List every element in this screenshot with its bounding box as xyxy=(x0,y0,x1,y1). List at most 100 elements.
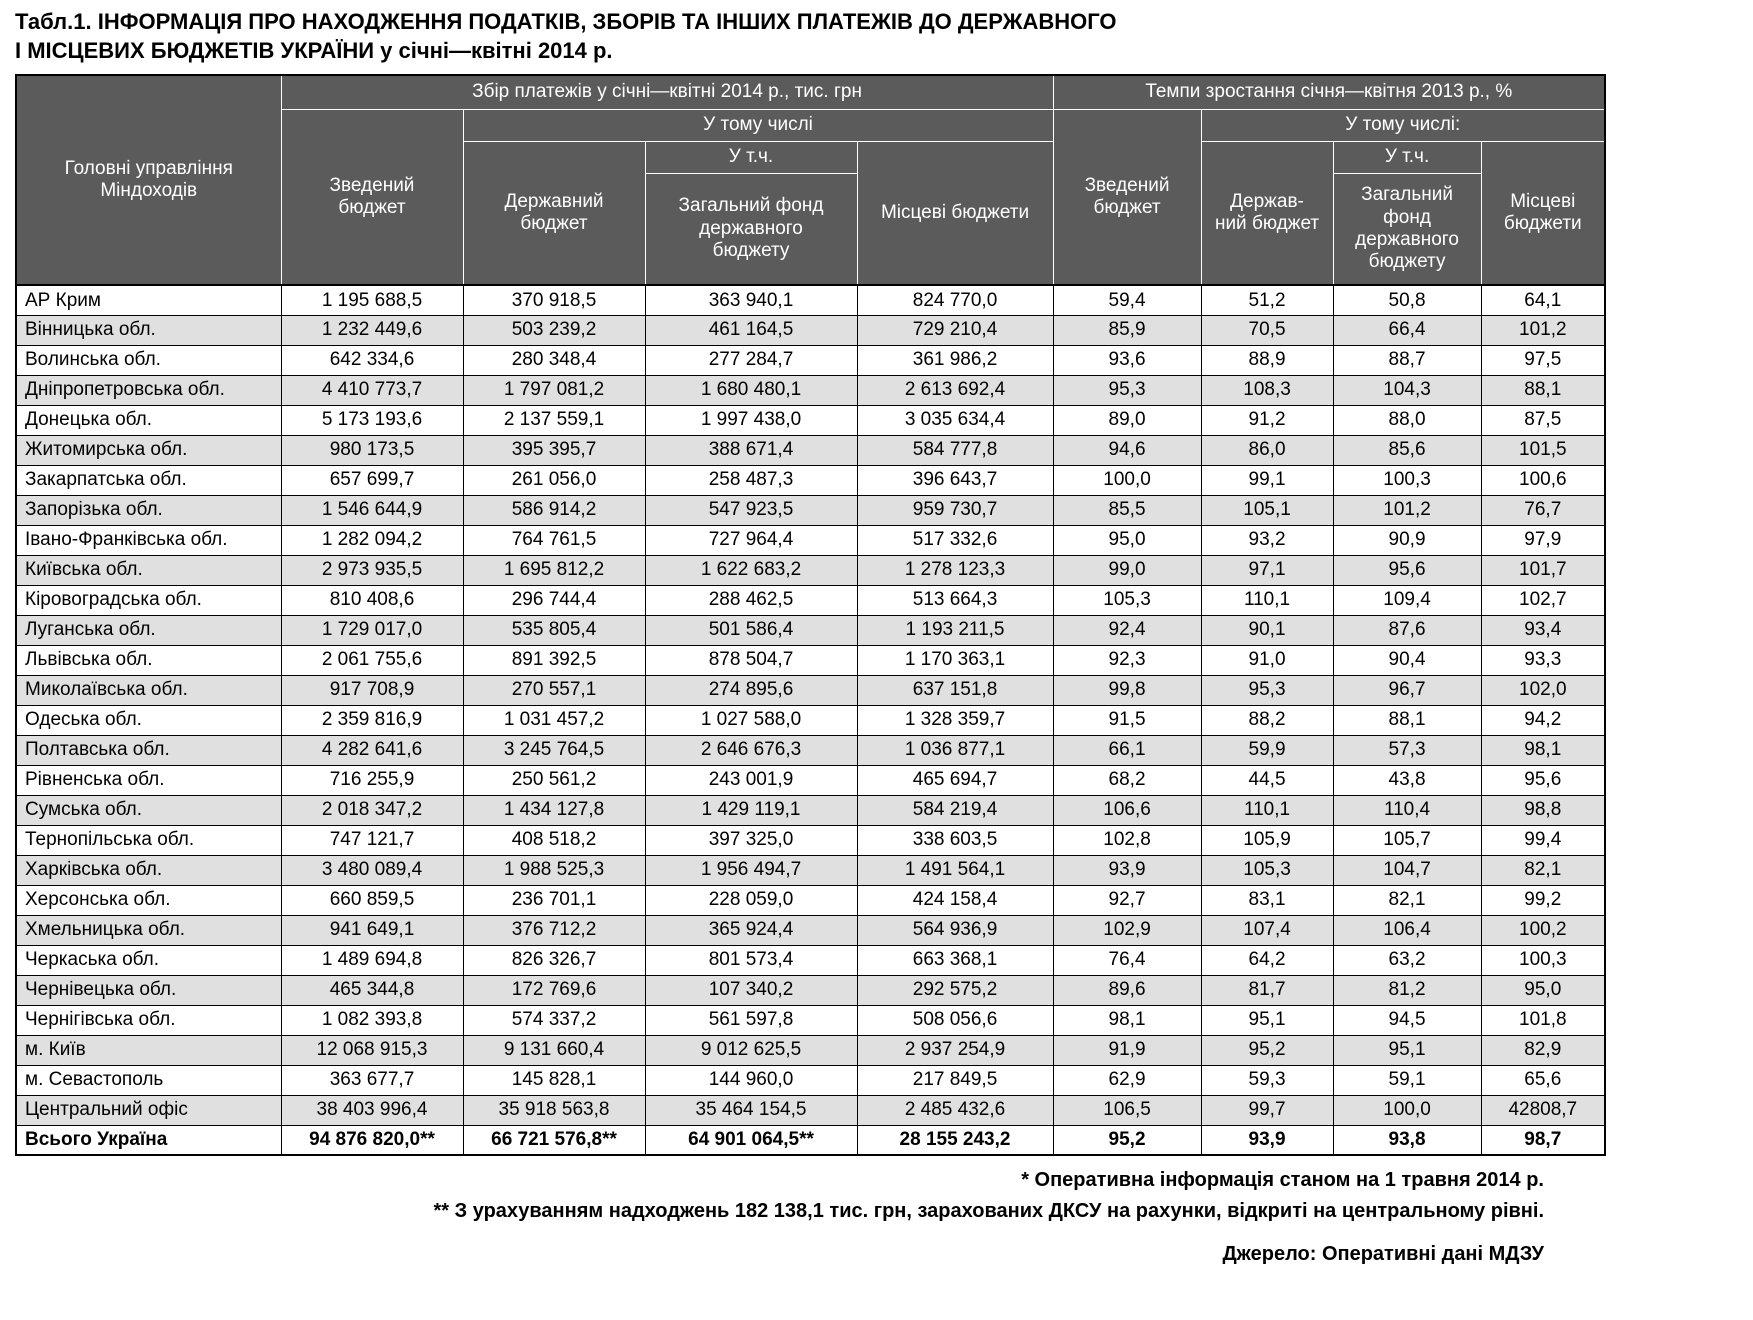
value-cell: 236 701,1 xyxy=(462,884,646,916)
region-cell: м. Київ xyxy=(15,1034,282,1066)
value-cell: 97,5 xyxy=(1480,344,1606,376)
table-row: Житомирська обл. 980 173,5 395 395,7 388 67… xyxy=(15,434,1606,466)
value-cell: 59,1 xyxy=(1332,1064,1482,1096)
value-cell: 1 997 438,0 xyxy=(644,404,858,436)
value-cell: 93,4 xyxy=(1480,614,1606,646)
value-cell: 729 210,4 xyxy=(856,314,1054,346)
value-cell: 461 164,5 xyxy=(644,314,858,346)
title-line-1: Табл.1. ІНФОРМАЦІЯ ПРО НАХОДЖЕННЯ ПОДАТК… xyxy=(15,9,1117,34)
value-cell: 100,0 xyxy=(1052,464,1202,496)
table-row: Вінницька обл. 1 232 449,6 503 239,2 461 16… xyxy=(15,314,1606,346)
table-row: Дніпропетровська обл. 4 410 773,7 1 797 08… xyxy=(15,374,1606,406)
region-cell: Київська обл. xyxy=(15,554,282,586)
table-row: Черкаська обл. 1 489 694,8 826 326,7 801 57… xyxy=(15,944,1606,976)
value-cell: 105,1 xyxy=(1200,494,1334,526)
value-cell: 801 573,4 xyxy=(644,944,858,976)
value-cell: 86,0 xyxy=(1200,434,1334,466)
value-cell: 70,5 xyxy=(1200,314,1334,346)
value-cell: 826 326,7 xyxy=(462,944,646,976)
value-cell: 361 986,2 xyxy=(856,344,1054,376)
value-cell: 42808,7 xyxy=(1480,1094,1606,1126)
region-cell: Чернівецька обл. xyxy=(15,974,282,1006)
value-cell: 88,2 xyxy=(1200,704,1334,736)
value-cell: 88,0 xyxy=(1332,404,1482,436)
value-cell: 105,7 xyxy=(1332,824,1482,856)
value-cell: 95,3 xyxy=(1200,674,1334,706)
value-cell: 3 480 089,4 xyxy=(280,854,464,886)
value-cell: 2 061 755,6 xyxy=(280,644,464,676)
value-cell: 83,1 xyxy=(1200,884,1334,916)
value-cell: 12 068 915,3 xyxy=(280,1034,464,1066)
value-cell: 105,9 xyxy=(1200,824,1334,856)
value-cell: 110,1 xyxy=(1200,584,1334,616)
region-cell: Хмельницька обл. xyxy=(15,914,282,946)
table-row: Запорізька обл. 1 546 644,9 586 914,2 547 9… xyxy=(15,494,1606,526)
value-cell: 88,1 xyxy=(1332,704,1482,736)
value-cell: 101,7 xyxy=(1480,554,1606,586)
value-cell: 660 859,5 xyxy=(280,884,464,916)
table-wrap: Головні управління Міндоходів Збір плате… xyxy=(15,74,1738,1157)
value-cell: 1 491 564,1 xyxy=(856,854,1054,886)
value-cell: 1 036 877,1 xyxy=(856,734,1054,766)
value-cell: 102,9 xyxy=(1052,914,1202,946)
value-cell: 64 901 064,5** xyxy=(644,1124,858,1156)
value-cell: 3 035 634,4 xyxy=(856,404,1054,436)
table-row: Донецька обл. 5 173 193,6 2 137 559,1 1 997… xyxy=(15,404,1606,436)
table-row: Центральний офіс 38 403 996,4 35 918 563,8… xyxy=(15,1094,1606,1126)
title-line-2: І МІСЦЕВИХ БЮДЖЕТІВ УКРАЇНИ у січні—квіт… xyxy=(15,37,613,63)
value-cell: 89,0 xyxy=(1052,404,1202,436)
table-row: м. Київ 12 068 915,3 9 131 660,4 9 012 625,… xyxy=(15,1034,1606,1066)
value-cell: 878 504,7 xyxy=(644,644,858,676)
value-cell: 35 464 154,5 xyxy=(644,1094,858,1126)
source-note: Джерело: Оперативні дані МДЗУ xyxy=(1222,1243,1544,1266)
value-cell: 100,3 xyxy=(1480,944,1606,976)
value-cell: 408 518,2 xyxy=(462,824,646,856)
value-cell: 98,1 xyxy=(1052,1004,1202,1036)
region-cell: Вінницька обл. xyxy=(15,314,282,346)
table-body: АР Крим 1 195 688,5 370 918,5 363 940,1 824 … xyxy=(15,284,1606,1156)
value-cell: 66,4 xyxy=(1332,314,1482,346)
value-cell: 102,8 xyxy=(1052,824,1202,856)
value-cell: 1 195 688,5 xyxy=(280,284,464,316)
value-cell: 513 664,3 xyxy=(856,584,1054,616)
table-row: Івано-Франківська обл. 1 282 094,2 764 761… xyxy=(15,524,1606,556)
value-cell: 93,9 xyxy=(1052,854,1202,886)
value-cell: 105,3 xyxy=(1052,584,1202,616)
value-cell: 106,6 xyxy=(1052,794,1202,826)
value-cell: 95,6 xyxy=(1480,764,1606,796)
region-cell: Волинська обл. xyxy=(15,344,282,376)
value-cell: 1 193 211,5 xyxy=(856,614,1054,646)
value-cell: 38 403 996,4 xyxy=(280,1094,464,1126)
value-cell: 95,2 xyxy=(1200,1034,1334,1066)
value-cell: 959 730,7 xyxy=(856,494,1054,526)
table-row: Харківська обл. 3 480 089,4 1 988 525,3 1 9… xyxy=(15,854,1606,886)
value-cell: 98,7 xyxy=(1480,1124,1606,1156)
value-cell: 1 489 694,8 xyxy=(280,944,464,976)
value-cell: 95,1 xyxy=(1200,1004,1334,1036)
value-cell: 1 680 480,1 xyxy=(644,374,858,406)
region-cell: Житомирська обл. xyxy=(15,434,282,466)
value-cell: 2 018 347,2 xyxy=(280,794,464,826)
value-cell: 99,2 xyxy=(1480,884,1606,916)
header-general-fund-1: Загальний фонд державного бюджету xyxy=(644,172,858,287)
value-cell: 90,1 xyxy=(1200,614,1334,646)
region-cell: Харківська обл. xyxy=(15,854,282,886)
value-cell: 1 729 017,0 xyxy=(280,614,464,646)
value-cell: 584 219,4 xyxy=(856,794,1054,826)
value-cell: 561 597,8 xyxy=(644,1004,858,1036)
value-cell: 92,7 xyxy=(1052,884,1202,916)
value-cell: 2 137 559,1 xyxy=(462,404,646,436)
value-cell: 81,7 xyxy=(1200,974,1334,1006)
value-cell: 637 151,8 xyxy=(856,674,1054,706)
value-cell: 100,2 xyxy=(1480,914,1606,946)
value-cell: 93,8 xyxy=(1332,1124,1482,1156)
table-row: Сумська обл. 2 018 347,2 1 434 127,8 1 429 … xyxy=(15,794,1606,826)
header-state-budget-2: Держав- ний бюджет xyxy=(1200,140,1334,287)
value-cell: 99,0 xyxy=(1052,554,1202,586)
value-cell: 101,2 xyxy=(1332,494,1482,526)
value-cell: 85,6 xyxy=(1332,434,1482,466)
value-cell: 396 643,7 xyxy=(856,464,1054,496)
value-cell: 68,2 xyxy=(1052,764,1202,796)
value-cell: 82,9 xyxy=(1480,1034,1606,1066)
value-cell: 100,3 xyxy=(1332,464,1482,496)
